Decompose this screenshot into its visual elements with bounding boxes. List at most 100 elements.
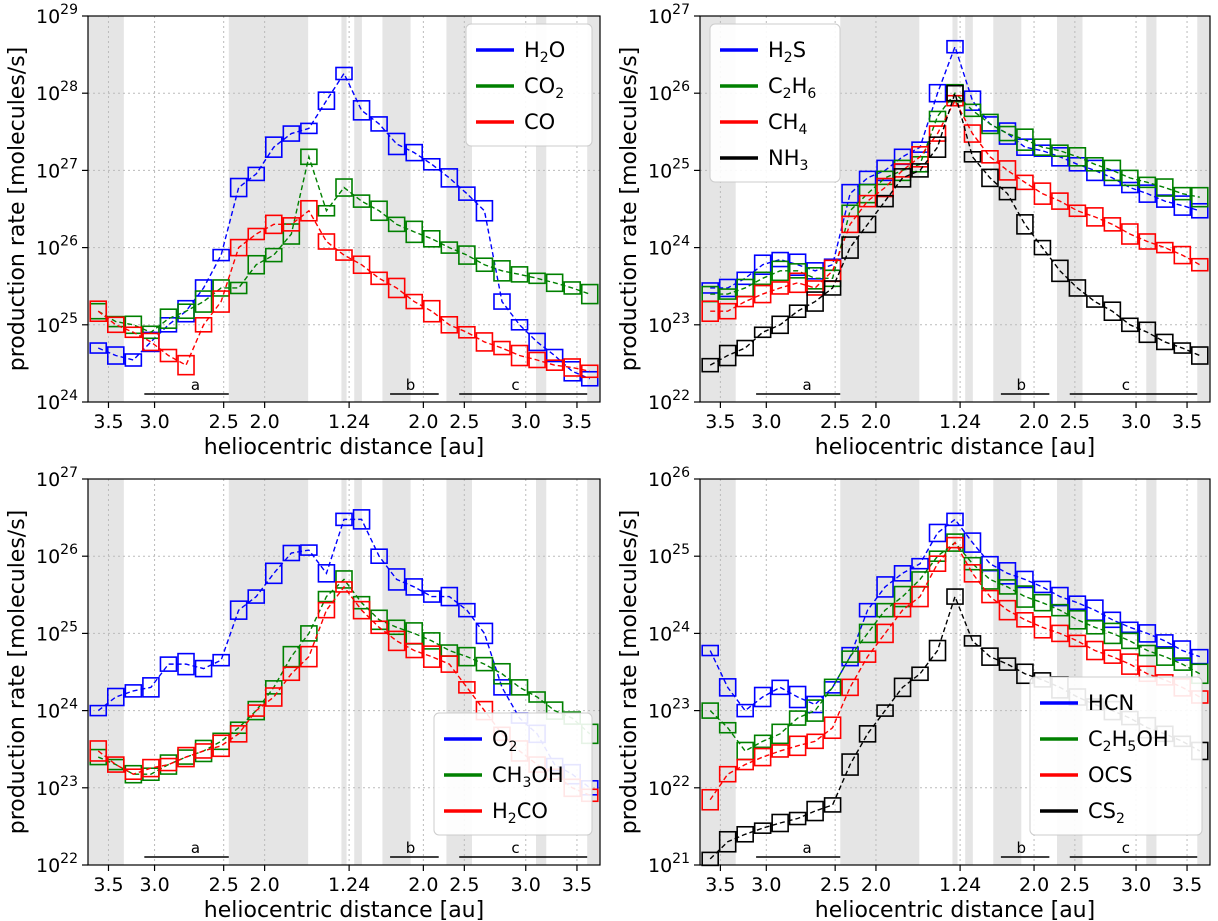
data-box	[510, 266, 529, 283]
x-tick-label: 3.0	[751, 874, 781, 896]
data-box	[753, 734, 772, 749]
data-box	[475, 622, 494, 645]
data-box	[1068, 147, 1087, 167]
data-box	[1121, 653, 1139, 675]
data-box	[1086, 640, 1104, 661]
data-box	[352, 600, 371, 620]
data-box	[440, 655, 459, 673]
y-tick-label: 1029	[36, 2, 78, 28]
data-box	[841, 215, 859, 234]
legend-entry: OCS	[1088, 763, 1133, 787]
data-box	[946, 84, 964, 102]
y-tick-label: 1023	[648, 311, 690, 337]
y-tick-label: 1025	[648, 156, 690, 182]
data-box	[405, 220, 424, 244]
data-box	[771, 281, 789, 295]
data-box	[1086, 207, 1104, 227]
y-tick-label: 1027	[648, 2, 690, 28]
y-tick-label: 1024	[648, 619, 690, 645]
x-tick-label: 3.0	[511, 874, 541, 896]
data-box	[963, 564, 982, 583]
y-tick-label: 1026	[36, 234, 78, 260]
x-tick-label: 3.0	[751, 411, 781, 433]
data-box	[998, 599, 1017, 621]
data-box	[893, 585, 912, 608]
data-box	[229, 725, 248, 743]
y-tick-label: 1024	[648, 234, 690, 260]
data-box	[1086, 619, 1104, 635]
data-box	[876, 576, 894, 598]
data-box	[247, 704, 266, 717]
x-tick-label: 3.0	[139, 411, 169, 433]
segment-label: b	[406, 376, 416, 394]
x-tick-label: 2.5	[209, 411, 239, 433]
data-box	[858, 623, 877, 644]
data-box	[528, 272, 546, 285]
shaded-band	[88, 479, 124, 865]
data-box	[911, 666, 929, 682]
data-box	[736, 758, 754, 771]
data-box	[998, 160, 1017, 181]
data-box	[876, 159, 894, 182]
data-box	[247, 254, 266, 275]
data-box	[858, 602, 877, 618]
data-box	[911, 557, 929, 570]
data-box	[981, 647, 999, 666]
data-box	[387, 630, 406, 652]
data-box	[335, 249, 353, 261]
y-tick-label: 1026	[648, 79, 690, 105]
data-box	[387, 568, 406, 591]
data-box	[823, 280, 842, 296]
chart-panel-2: 1022 1023 1024 1025 1026 1027 3.5 3.0 2.5 2.0 1.24…	[617, 2, 1211, 460]
data-box	[300, 645, 318, 668]
data-box	[841, 236, 859, 259]
data-box	[893, 677, 912, 698]
data-box	[963, 532, 982, 553]
data-box	[247, 589, 266, 604]
segment-label: c	[1122, 376, 1130, 394]
data-box	[282, 666, 301, 682]
y-tick-label: 1026	[36, 542, 78, 568]
y-tick-label: 1022	[648, 388, 690, 414]
data-box	[1156, 634, 1174, 648]
data-box	[370, 200, 388, 222]
shaded-band	[354, 479, 362, 865]
data-box	[352, 194, 371, 208]
data-box	[911, 163, 929, 178]
plot-frame	[87, 478, 601, 866]
data-box	[998, 186, 1017, 201]
data-box	[753, 747, 772, 767]
data-box	[194, 659, 213, 678]
data-box	[788, 710, 807, 726]
x-tick-label: 3.5	[93, 874, 123, 896]
data-box	[458, 245, 476, 265]
data-box	[300, 122, 318, 135]
data-box	[317, 601, 336, 619]
shaded-band	[536, 16, 547, 402]
shaded-band	[965, 16, 973, 402]
data-box	[194, 279, 213, 297]
data-box	[876, 177, 894, 198]
data-box	[352, 255, 371, 275]
x-tick-label: 2.0	[250, 874, 280, 896]
data-box	[1033, 593, 1052, 612]
data-box	[493, 260, 511, 282]
data-box	[788, 811, 807, 826]
data-box	[806, 695, 824, 714]
legend-entry: H2S	[768, 38, 806, 66]
data-box	[317, 564, 336, 583]
data-box	[1103, 611, 1122, 629]
x-axis-label: heliocentric distance [au]	[204, 435, 484, 460]
data-box	[963, 124, 982, 143]
trend-line	[709, 90, 1201, 366]
data-box	[928, 639, 947, 662]
data-box	[106, 687, 125, 707]
data-box	[1051, 603, 1069, 617]
chart-panel-1: 1024 1025 1026 1027 1028 1029 3.5 3.0 2.5 2.0 1.24…	[5, 2, 601, 460]
data-box	[1033, 615, 1052, 639]
x-tick-label: 3.0	[1121, 411, 1151, 433]
data-box	[1016, 128, 1034, 151]
data-box	[1121, 632, 1139, 650]
data-box	[177, 354, 195, 376]
data-box	[1173, 342, 1192, 354]
